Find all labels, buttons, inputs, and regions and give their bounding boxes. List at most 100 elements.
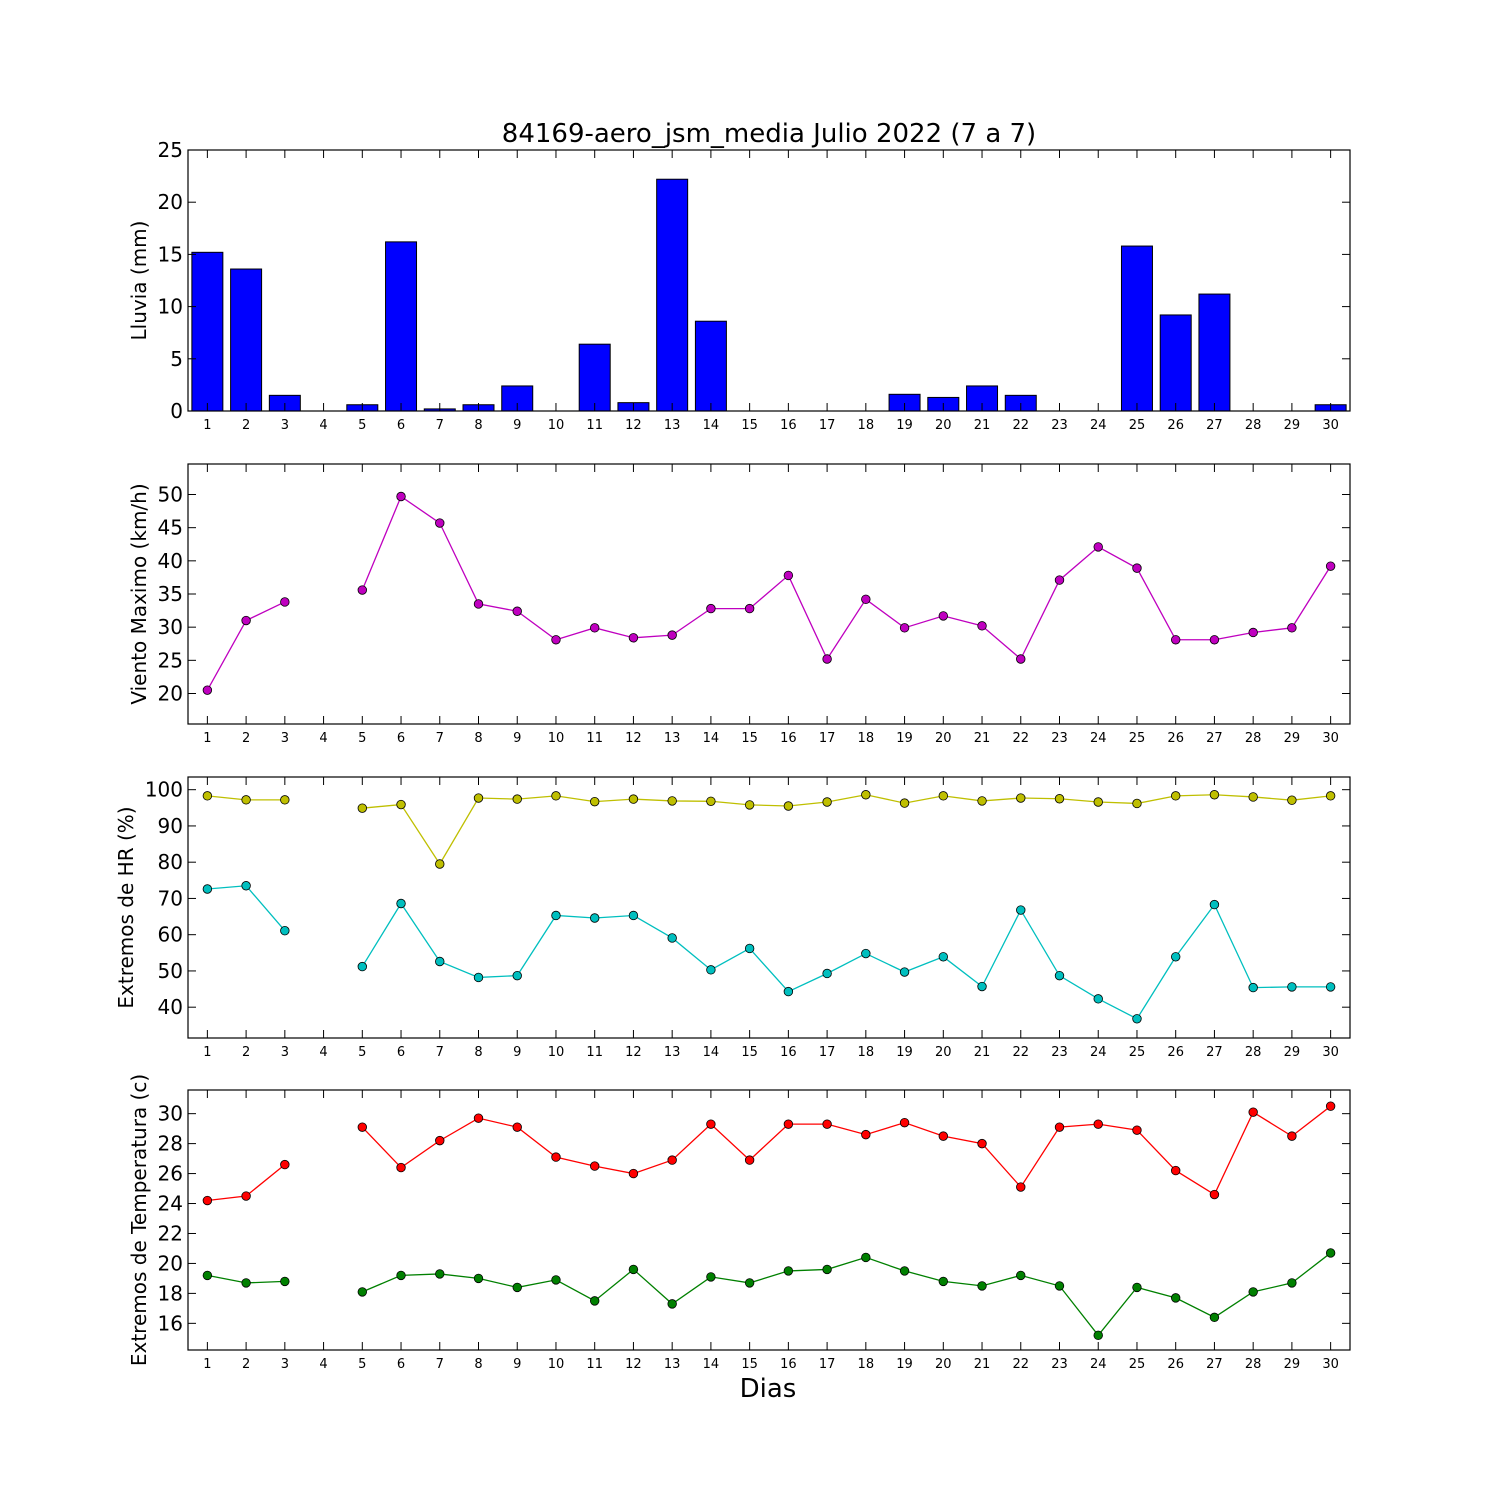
rain-xtick-label: 28 (1245, 418, 1262, 433)
temp-xtick-label: 4 (319, 1357, 327, 1372)
temp-min-point-day-30 (1325, 1248, 1336, 1258)
temp-xtick-label: 14 (703, 1357, 720, 1372)
temp-min-point-day-6 (396, 1270, 406, 1281)
rain-ytick-label: 25 (158, 138, 183, 162)
hr-xtick-label: 4 (319, 1045, 327, 1060)
hr-min-point-day-3 (280, 926, 290, 936)
hr-max-point-day-20 (938, 791, 949, 801)
temp-min-point-day-8 (473, 1273, 484, 1284)
temp-xtick-label: 5 (358, 1357, 366, 1372)
hr-xtick-label: 12 (625, 1045, 642, 1060)
wind-xtick-label: 30 (1322, 731, 1339, 746)
wind-ytick-label: 25 (158, 648, 183, 672)
hr-max-point-day-21 (977, 796, 987, 806)
hr-max-point-day-10 (551, 791, 561, 801)
wind-point-day-13 (667, 630, 677, 640)
rain-xtick-label: 21 (974, 418, 991, 433)
wind-xtick-label: 9 (513, 731, 521, 746)
temp-min-point-day-19 (899, 1266, 910, 1276)
wind-y-axis-label: Viento Maximo (km/h) (127, 483, 151, 704)
hr-xtick-label: 13 (664, 1045, 681, 1060)
temp-xtick-label: 29 (1284, 1357, 1301, 1372)
temp-max-point-day-20 (938, 1131, 949, 1141)
hr-min-point-day-11 (590, 913, 600, 923)
hr-max-point-day-7 (435, 859, 445, 869)
rain-xtick-label: 6 (397, 418, 405, 433)
hr-max-point-day-22 (1016, 793, 1026, 803)
hr-min-point-day-12 (628, 910, 639, 921)
hr-min-point-day-17 (822, 968, 832, 979)
wind-point-day-9 (512, 606, 522, 616)
hr-min-point-day-16 (783, 986, 794, 997)
temp-max-point-day-3 (280, 1159, 290, 1170)
hr-min-point-day-28 (1248, 982, 1258, 993)
hr-xtick-label: 5 (358, 1045, 366, 1060)
wind-xtick-label: 11 (586, 731, 603, 746)
temp-min-point-day-21 (977, 1281, 987, 1291)
temp-xtick-label: 21 (974, 1357, 991, 1372)
rain-bar-day-27 (1198, 293, 1231, 412)
temp-xtick-label: 22 (1012, 1357, 1029, 1372)
wind-point-day-21 (977, 621, 987, 631)
temp-max-point-day-16 (783, 1119, 794, 1129)
temp-min-point-day-11 (590, 1296, 600, 1306)
temp-xtick-label: 8 (474, 1357, 482, 1372)
hr-xtick-label: 8 (474, 1045, 482, 1060)
rain-xtick-label: 24 (1090, 418, 1107, 433)
rain-xtick-label: 4 (319, 418, 327, 433)
rain-xtick-label: 29 (1284, 418, 1301, 433)
wind-ytick-label: 35 (158, 582, 183, 606)
temp-ytick-label: 18 (158, 1281, 183, 1305)
hr-min-point-day-24 (1093, 994, 1103, 1004)
wind-point-day-22 (1016, 654, 1026, 664)
rain-xtick-label: 10 (548, 418, 565, 433)
hr-xtick-label: 23 (1051, 1045, 1068, 1060)
hr-min-point-day-8 (473, 972, 484, 983)
rain-xtick-label: 27 (1206, 418, 1223, 433)
temp-max-point-day-9 (512, 1122, 522, 1132)
hr-max-point-day-19 (899, 798, 910, 808)
hr-ytick-label: 70 (158, 886, 183, 910)
figure-title: 84169-aero_jsm_media Julio 2022 (7 a 7) (502, 119, 1036, 149)
temp-xtick-label: 16 (780, 1357, 797, 1372)
rain-ytick-label: 5 (170, 347, 183, 371)
temp-xtick-label: 12 (625, 1357, 642, 1372)
hr-max-point-day-18 (861, 790, 871, 800)
temp-max-point-day-22 (1016, 1182, 1026, 1192)
hr-xtick-label: 25 (1129, 1045, 1146, 1060)
hr-max-point-day-24 (1093, 797, 1103, 807)
hr-min-point-day-15 (744, 943, 755, 954)
rain-xtick-label: 23 (1051, 418, 1068, 433)
temp-ytick-label: 24 (158, 1192, 183, 1216)
hr-xtick-label: 18 (858, 1045, 875, 1060)
temp-max-point-day-21 (977, 1138, 987, 1149)
rain-xtick-label: 22 (1012, 418, 1029, 433)
temp-xtick-label: 28 (1245, 1357, 1262, 1372)
hr-xtick-label: 28 (1245, 1045, 1262, 1060)
temp-xtick-label: 30 (1322, 1357, 1339, 1372)
wind-xtick-label: 26 (1167, 731, 1184, 746)
hr-ytick-label: 50 (158, 959, 183, 983)
hr-y-axis-label: Extremos de HR (%) (114, 806, 138, 1008)
hr-max-point-day-6 (396, 799, 406, 810)
wind-xtick-label: 10 (548, 731, 565, 746)
rain-bar-day-1 (191, 251, 224, 412)
wind-xtick-label: 19 (896, 731, 913, 746)
temp-max-point-day-13 (667, 1155, 677, 1165)
rain-bar-day-14 (694, 320, 727, 412)
hr-max-point-day-15 (744, 800, 755, 810)
hr-min-point-day-19 (899, 967, 910, 977)
temp-xtick-label: 20 (935, 1357, 952, 1372)
rain-xtick-label: 13 (664, 418, 681, 433)
hr-ytick-label: 60 (158, 923, 183, 947)
hr-min-point-day-5 (357, 961, 368, 972)
temp-xtick-label: 26 (1167, 1357, 1184, 1372)
wind-xtick-label: 22 (1012, 731, 1029, 746)
temp-y-axis-label: Extremos de Temperatura (c) (127, 1074, 151, 1366)
temp-max-point-day-26 (1170, 1165, 1181, 1176)
wind-xtick-label: 16 (780, 731, 797, 746)
temp-max-point-day-17 (822, 1119, 832, 1129)
temp-ytick-label: 22 (158, 1221, 183, 1245)
